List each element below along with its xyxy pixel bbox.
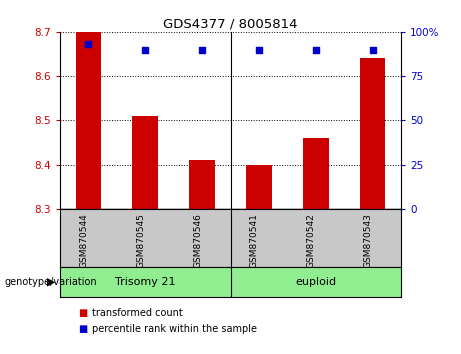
- Text: GSM870541: GSM870541: [250, 213, 259, 268]
- Bar: [76, 32, 101, 209]
- Text: GSM870544: GSM870544: [79, 213, 89, 268]
- Text: euploid: euploid: [295, 277, 337, 287]
- Text: GSM870543: GSM870543: [364, 213, 372, 268]
- Bar: [132, 116, 158, 209]
- Title: GDS4377 / 8005814: GDS4377 / 8005814: [163, 18, 298, 31]
- Text: percentile rank within the sample: percentile rank within the sample: [92, 324, 257, 334]
- Bar: [303, 138, 329, 209]
- Point: [85, 41, 92, 47]
- Bar: [360, 58, 385, 209]
- Point: [198, 47, 206, 52]
- Text: genotype/variation: genotype/variation: [5, 277, 97, 287]
- Text: GSM870542: GSM870542: [307, 213, 316, 268]
- Text: Trisomy 21: Trisomy 21: [115, 277, 176, 287]
- Point: [142, 47, 149, 52]
- Point: [369, 47, 376, 52]
- Text: GSM870546: GSM870546: [193, 213, 202, 268]
- Text: GSM870545: GSM870545: [136, 213, 145, 268]
- Text: ■: ■: [78, 324, 88, 334]
- Bar: [189, 160, 215, 209]
- Text: ■: ■: [78, 308, 88, 318]
- Bar: [246, 165, 272, 209]
- Text: transformed count: transformed count: [92, 308, 183, 318]
- Point: [255, 47, 263, 52]
- Point: [312, 47, 319, 52]
